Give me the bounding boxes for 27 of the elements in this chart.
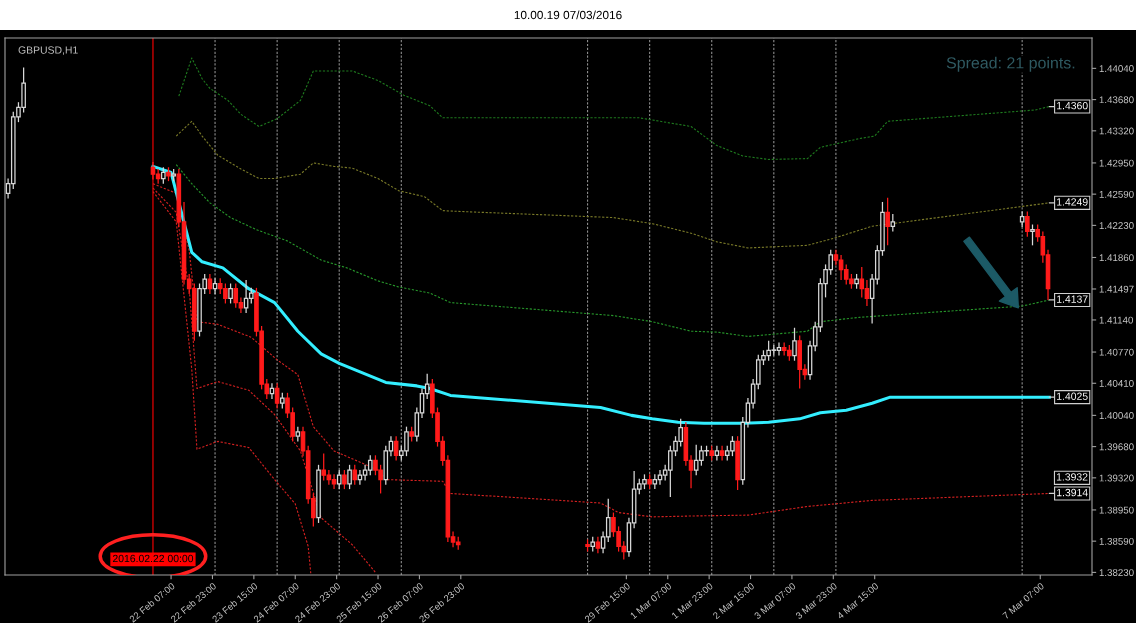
y-tick-label: 1.40040 (1099, 412, 1134, 419)
y-tick-label: 1.42230 (1099, 222, 1134, 229)
y-tick-label: 1.42950 (1099, 159, 1134, 167)
annotation: 1.4249 (1057, 198, 1088, 206)
annotation: 1.4360 (1057, 101, 1088, 110)
y-tick-label: 1.38230 (1099, 569, 1134, 577)
y-tick-label: 1.41497 (1099, 285, 1134, 293)
y-tick-label: 1.42590 (1099, 190, 1134, 198)
chart-title: 10.00.19 07/03/2016 (514, 10, 622, 20)
y-tick-label: 1.39680 (1099, 443, 1134, 451)
y-tick-label: 1.38590 (1099, 537, 1134, 545)
annotation: GBPUSD,H1 (18, 46, 78, 55)
y-tick-label: 1.41140 (1099, 316, 1133, 324)
annotation: 1.4025 (1057, 392, 1088, 400)
y-tick-label: 1.40410 (1099, 380, 1134, 387)
annotation: 1.3914 (1057, 488, 1088, 497)
y-tick-label: 1.43680 (1099, 96, 1134, 104)
annotation: Spread: 21 points. (946, 56, 1075, 72)
y-tick-label: 1.43320 (1099, 127, 1134, 135)
y-tick-label: 1.39320 (1099, 474, 1134, 482)
ref-line-label: 2016.02.22 00:00 (112, 554, 194, 563)
annotation: 1.4137 (1057, 295, 1088, 303)
y-tick-label: 1.38950 (1099, 506, 1134, 514)
y-tick-label: 1.44040 (1099, 65, 1134, 72)
y-tick-label: 1.40770 (1099, 348, 1134, 356)
annotation: 1.3932 (1056, 473, 1088, 481)
y-tick-label: 1.41860 (1099, 254, 1134, 262)
